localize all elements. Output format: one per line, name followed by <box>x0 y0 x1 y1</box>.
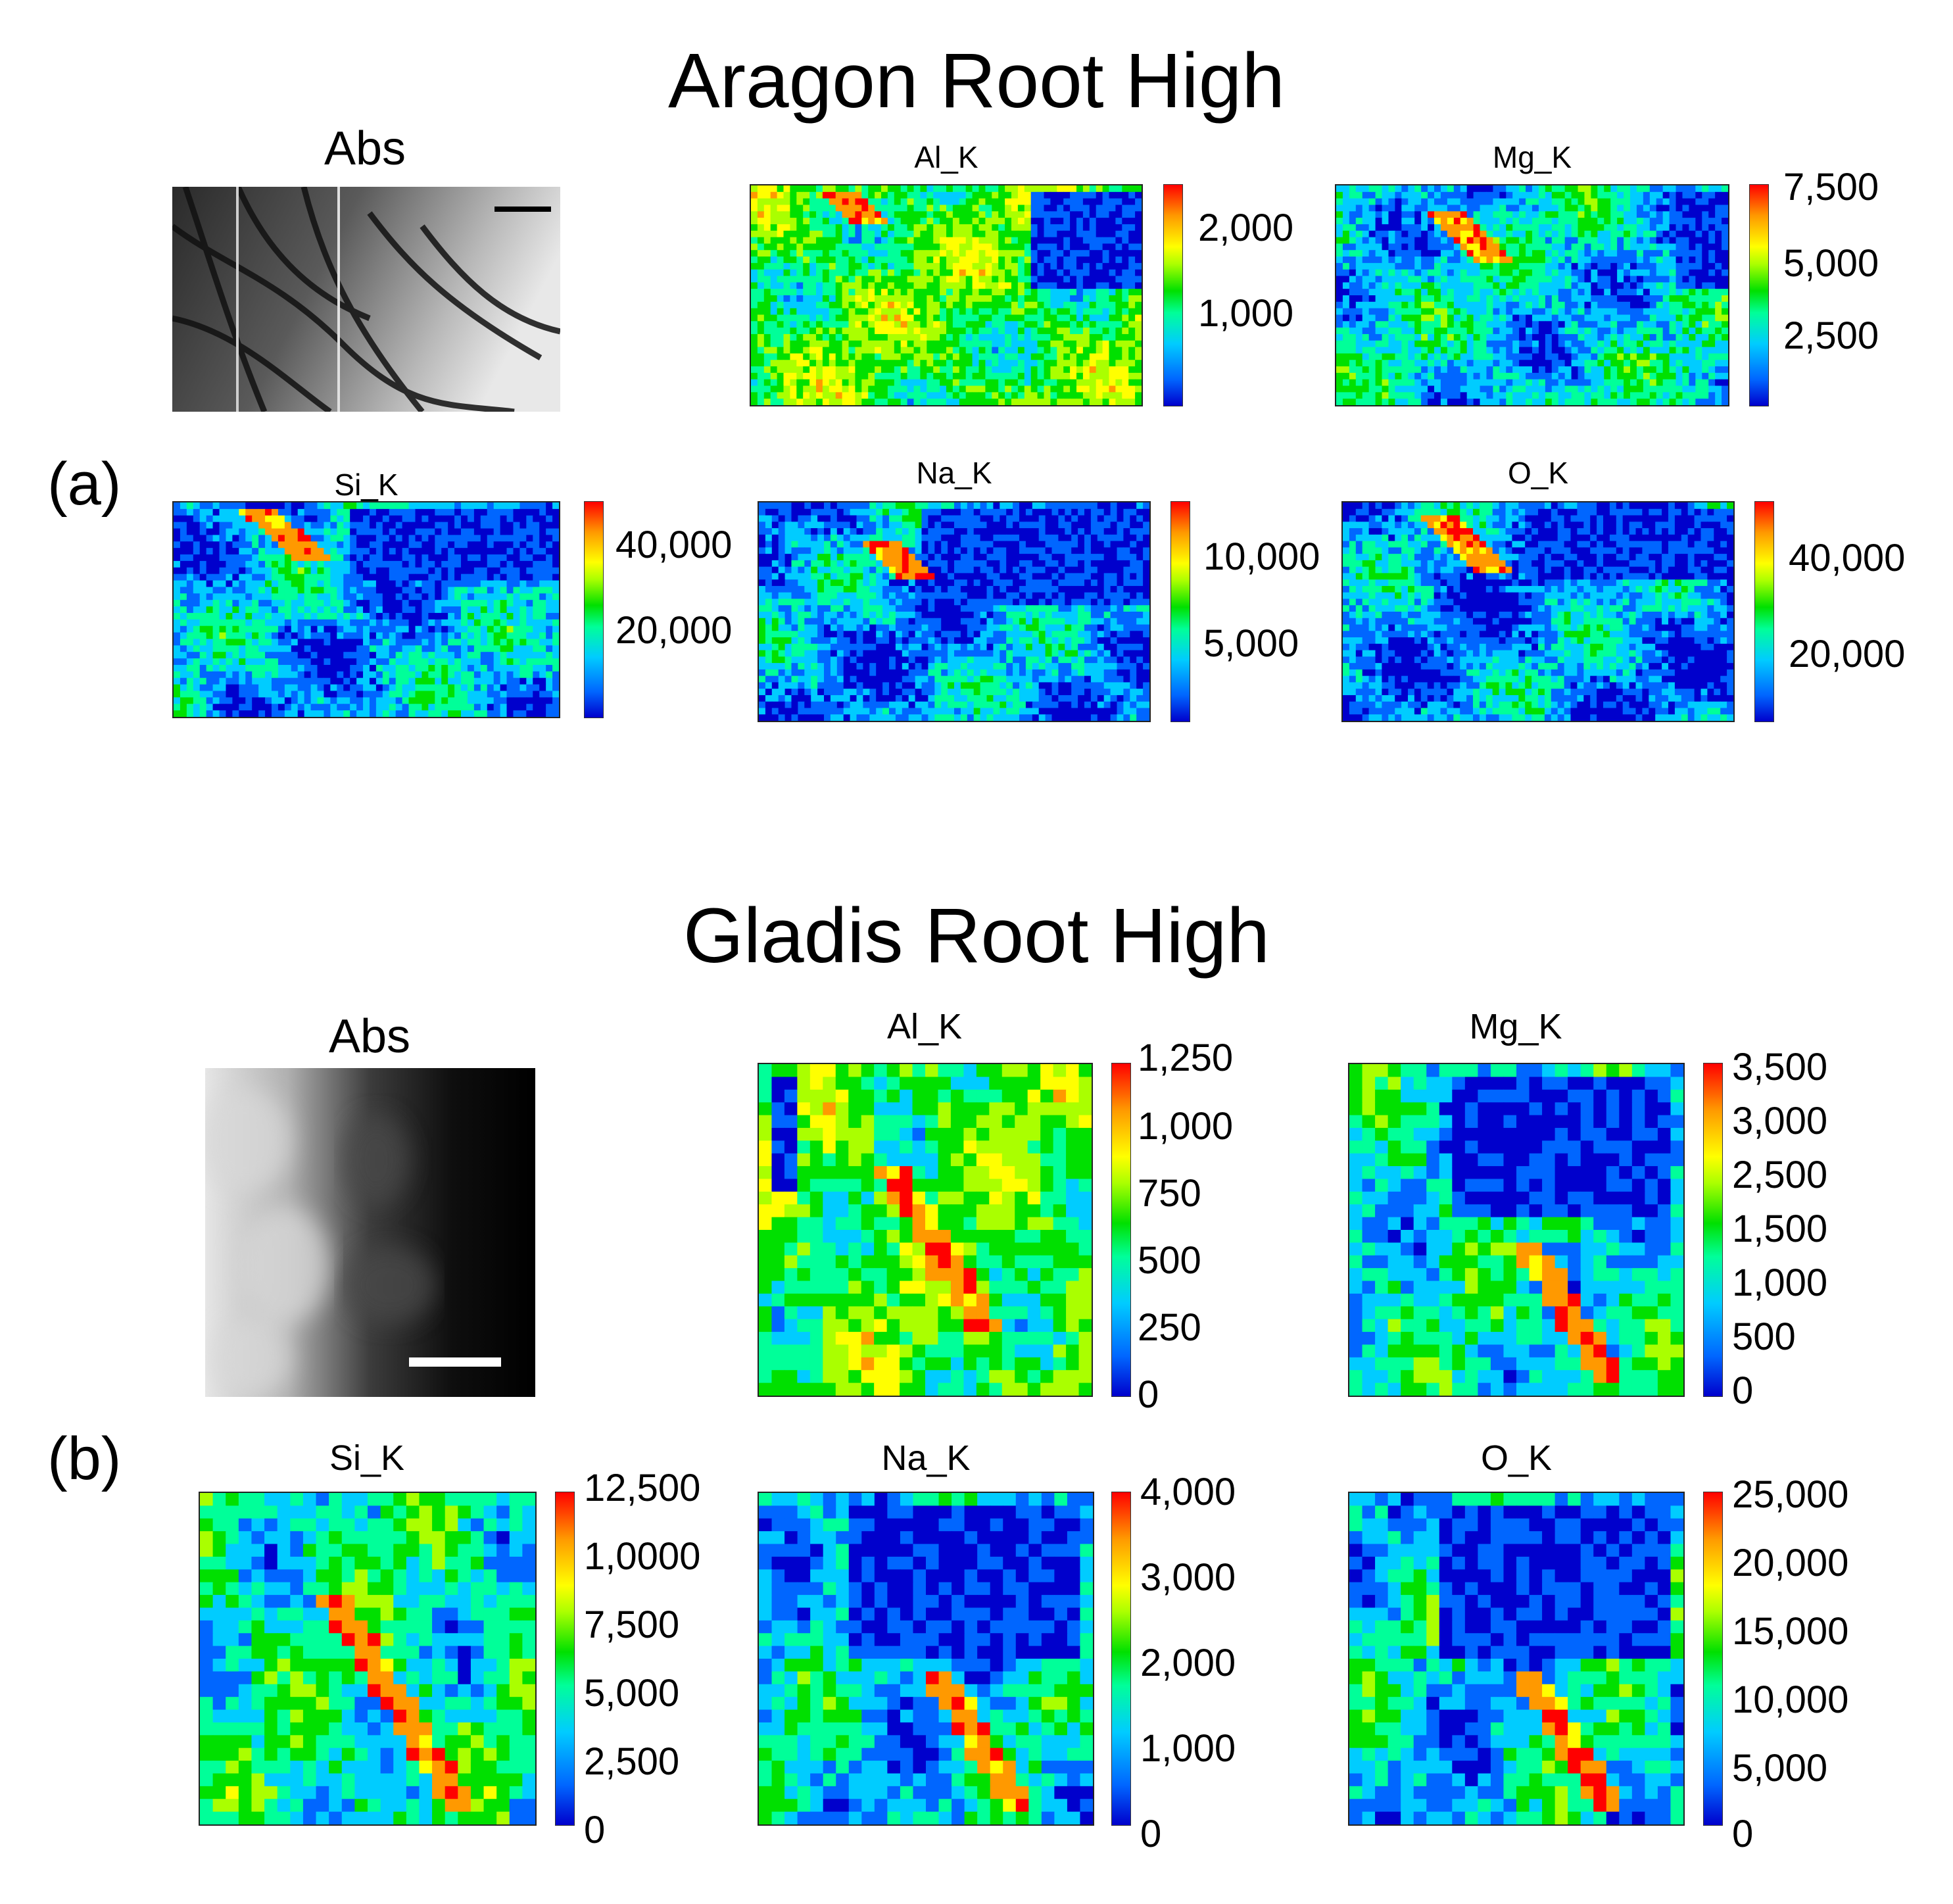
panel-label-b: (b) <box>47 1425 122 1492</box>
tick-label: 1,250 <box>1138 1037 1234 1079</box>
tick-label: 2,000 <box>1140 1642 1236 1684</box>
abs-title-a: Abs <box>324 122 406 175</box>
map-title-a-na: Na_K <box>916 456 992 490</box>
tick-label: 250 <box>1138 1306 1201 1349</box>
tick-label: 20,000 <box>1789 633 1906 675</box>
scale-bar-a <box>494 207 551 212</box>
element-map-b-si <box>199 1492 537 1826</box>
tick-label: 3,000 <box>1732 1100 1828 1142</box>
tick-label: 3,500 <box>1732 1046 1828 1088</box>
colorbar-a-o <box>1754 501 1774 722</box>
tick-label: 20,000 <box>1732 1542 1849 1584</box>
tick-label: 40,000 <box>1789 537 1906 579</box>
tick-label: 4,000 <box>1140 1471 1236 1513</box>
tick-label: 750 <box>1138 1172 1201 1215</box>
tick-label: 3,000 <box>1140 1556 1236 1599</box>
absorption-image-a <box>172 187 560 412</box>
element-map-b-al <box>758 1063 1093 1397</box>
tick-label: 40,000 <box>615 524 733 566</box>
colorbar-b-na <box>1111 1492 1131 1826</box>
element-map-b-na <box>758 1492 1094 1826</box>
colorbar-a-al <box>1163 184 1183 406</box>
tick-label: 25,000 <box>1732 1473 1849 1516</box>
tick-label: 0 <box>1732 1813 1754 1855</box>
tick-label: 15,000 <box>1732 1610 1849 1653</box>
tick-label: 1,0000 <box>584 1535 701 1578</box>
element-map-b-mg <box>1348 1063 1685 1397</box>
element-map-a-al <box>750 184 1143 406</box>
figure-title-a: Aragon Root High <box>667 37 1285 124</box>
element-map-a-na <box>758 501 1151 722</box>
tick-label: 0 <box>1138 1373 1159 1416</box>
tick-label: 1,000 <box>1138 1105 1234 1148</box>
tick-label: 0 <box>584 1809 606 1851</box>
tick-label: 10,000 <box>1732 1678 1849 1721</box>
map-title-a-si: Si_K <box>334 468 398 502</box>
tick-label: 12,500 <box>584 1467 701 1509</box>
colorbar-a-si <box>584 501 604 718</box>
map-title-a-al: Al_K <box>914 140 978 174</box>
map-title-a-o: O_K <box>1507 456 1569 490</box>
tick-label: 1,000 <box>1140 1727 1236 1770</box>
tick-label: 2,500 <box>1783 314 1879 357</box>
map-title-a-mg: Mg_K <box>1492 140 1572 174</box>
element-map-a-o <box>1341 501 1735 722</box>
tick-label: 500 <box>1732 1315 1796 1358</box>
tick-label: 5,000 <box>1732 1747 1828 1790</box>
colorbar-b-mg <box>1703 1063 1723 1397</box>
tick-label: 0 <box>1732 1369 1754 1412</box>
tick-label: 5,000 <box>1203 622 1299 665</box>
map-title-b-na: Na_K <box>881 1438 971 1478</box>
element-map-b-o <box>1348 1492 1685 1826</box>
scale-bar-b <box>409 1357 501 1367</box>
colorbar-b-al <box>1111 1063 1131 1397</box>
tick-label: 10,000 <box>1203 535 1320 578</box>
figure-title-b: Gladis Root High <box>683 892 1270 979</box>
colorbar-a-na <box>1170 501 1190 722</box>
panel-label-a: (a) <box>47 451 122 518</box>
map-title-b-al: Al_K <box>886 1007 963 1046</box>
map-title-b-mg: Mg_K <box>1469 1007 1562 1046</box>
tick-label: 0 <box>1140 1813 1162 1855</box>
absorption-image-b <box>205 1068 535 1397</box>
tick-label: 5,000 <box>584 1672 680 1715</box>
element-map-a-mg <box>1335 184 1729 406</box>
tick-label: 5,000 <box>1783 242 1879 285</box>
tick-label: 7,500 <box>584 1603 680 1646</box>
tick-label: 7,500 <box>1783 166 1879 208</box>
tick-label: 500 <box>1138 1239 1201 1282</box>
tick-label: 2,500 <box>1732 1154 1828 1196</box>
tick-label: 2,000 <box>1198 207 1294 249</box>
abs-title-b: Abs <box>328 1010 411 1063</box>
tick-label: 1,000 <box>1198 292 1294 335</box>
tick-label: 20,000 <box>615 609 733 652</box>
map-title-b-si: Si_K <box>329 1438 405 1478</box>
map-title-b-o: O_K <box>1480 1438 1553 1478</box>
colorbar-a-mg <box>1749 184 1769 406</box>
tick-label: 1,000 <box>1732 1261 1828 1304</box>
tick-label: 1,500 <box>1732 1208 1828 1250</box>
colorbar-b-si <box>555 1492 575 1826</box>
element-map-a-si <box>172 501 560 718</box>
colorbar-b-o <box>1703 1492 1723 1826</box>
tick-label: 2,500 <box>584 1740 680 1783</box>
